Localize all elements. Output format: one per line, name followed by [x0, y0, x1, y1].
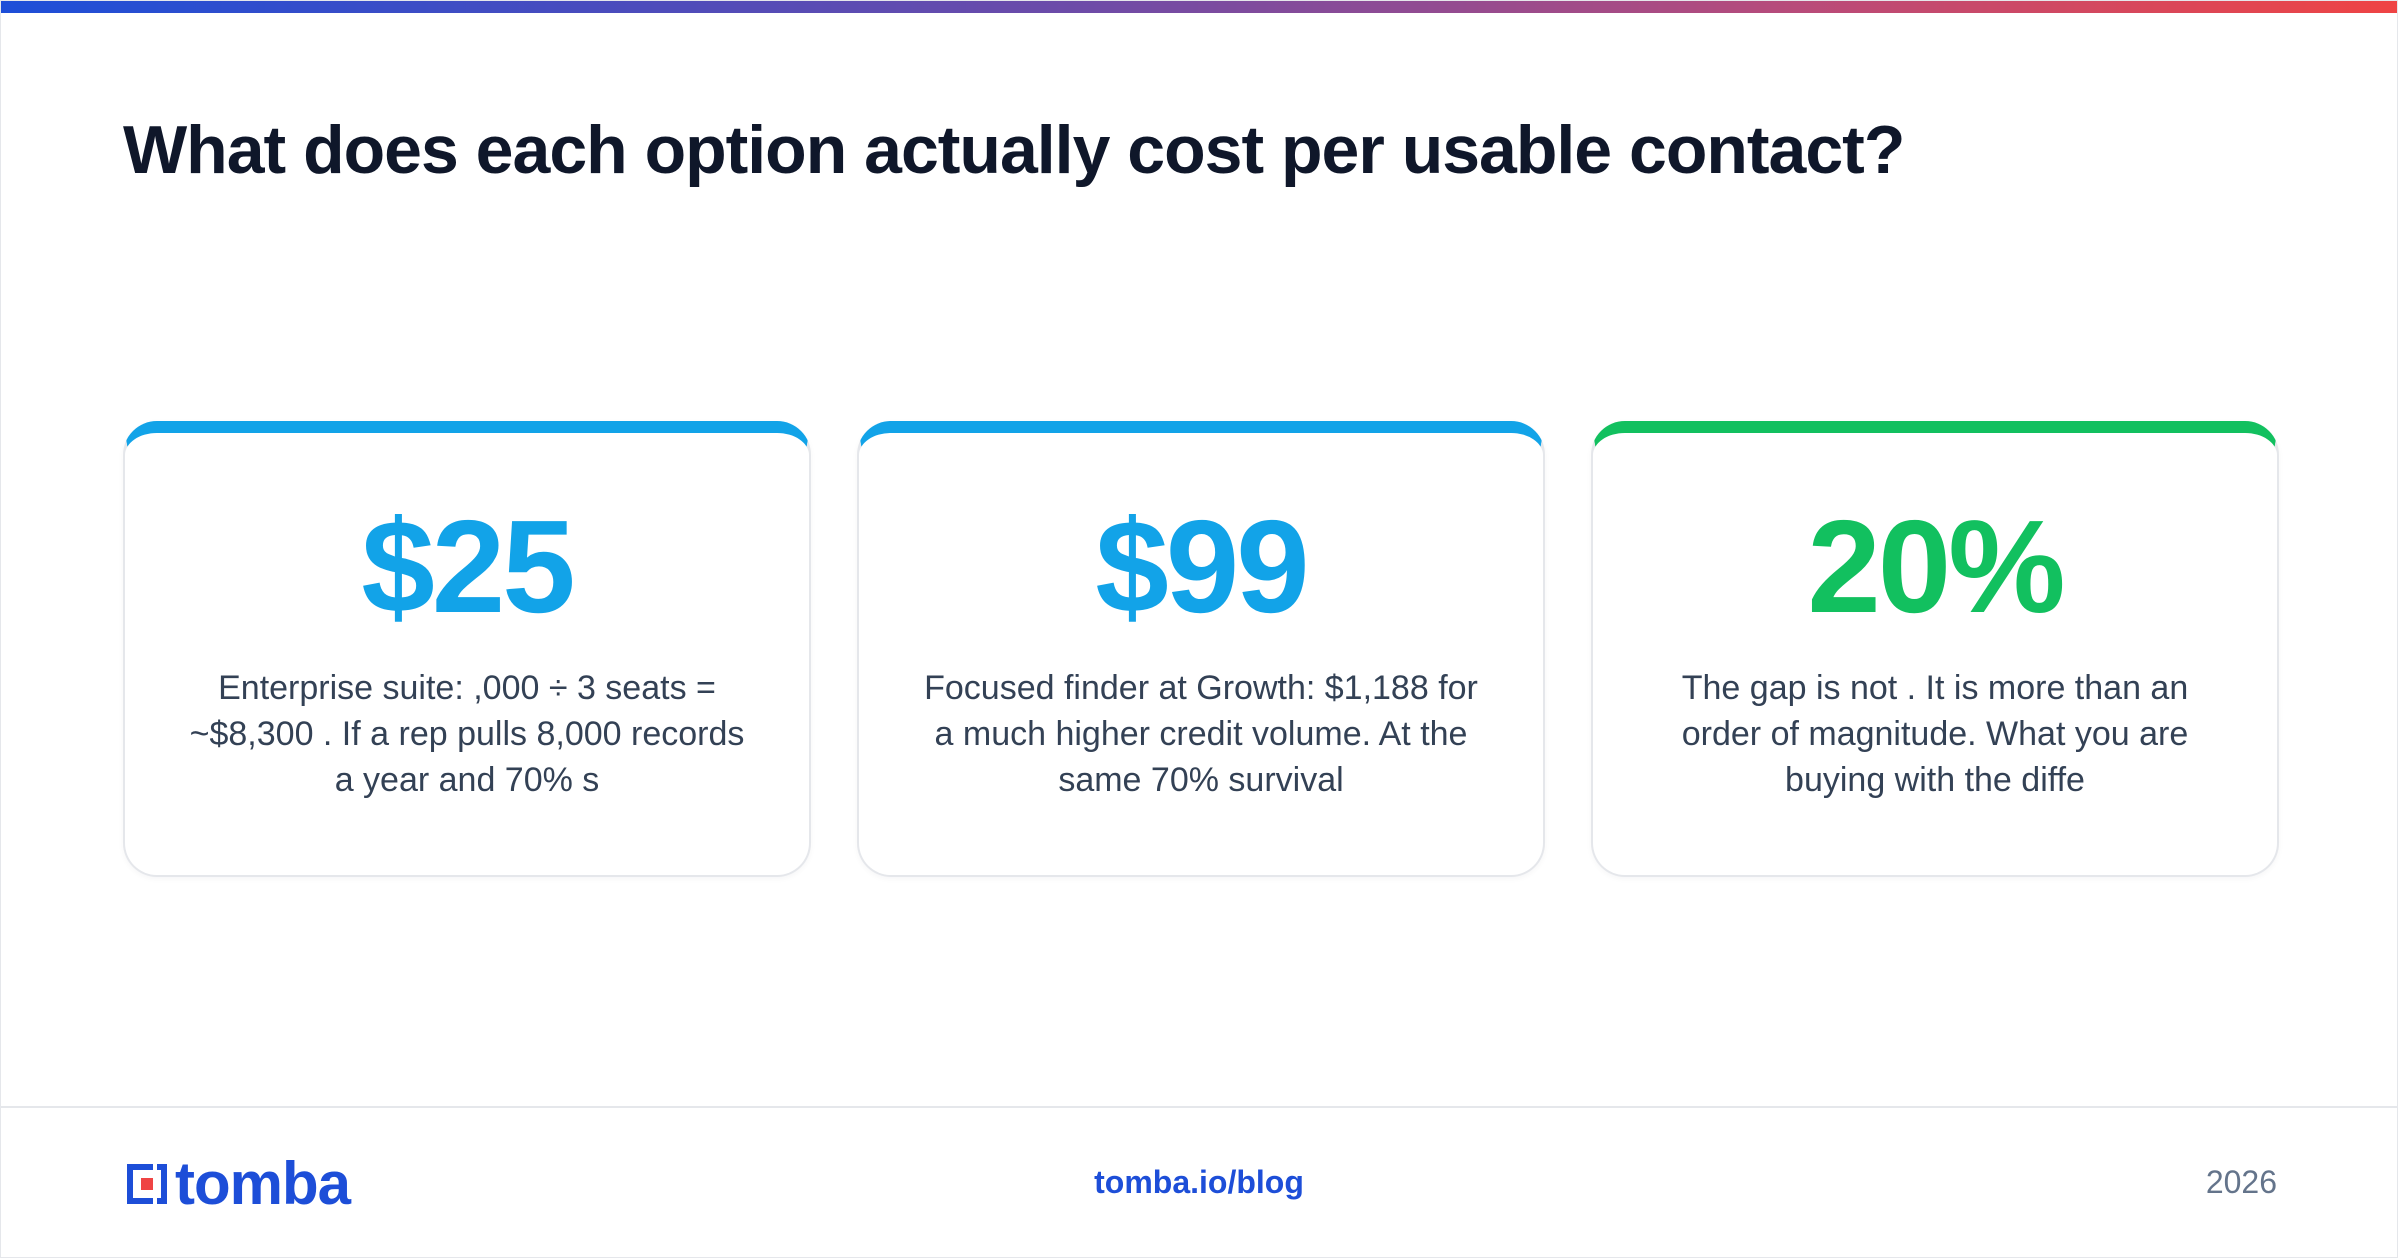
page-title: What does each option actually cost per …	[123, 112, 1905, 188]
logo-text: tomba	[175, 1150, 351, 1217]
stat-value: $25	[361, 493, 575, 640]
stat-cards: $25 Enterprise suite: ,000 ÷ 3 seats = ~…	[123, 421, 2279, 877]
stat-card-focused-finder: $99 Focused finder at Growth: $1,188 for…	[857, 421, 1545, 877]
blog-link[interactable]: tomba.io/blog	[1094, 1164, 1304, 1200]
stat-description: Enterprise suite: ,000 ÷ 3 seats = ~$8,3…	[189, 669, 745, 799]
footer-year: 2026	[2205, 1164, 2277, 1200]
stat-description: The gap is not . It is more than an orde…	[1681, 669, 2189, 799]
stat-value: 20%	[1807, 493, 2065, 640]
stat-card-enterprise: $25 Enterprise suite: ,000 ÷ 3 seats = ~…	[123, 421, 811, 877]
top-gradient-bar	[1, 1, 2397, 13]
stat-value: $99	[1095, 493, 1309, 640]
footer-divider	[1, 1106, 2397, 1108]
tomba-logo[interactable]: tomba	[123, 1150, 351, 1217]
tomba-logo-icon	[123, 1160, 171, 1208]
stat-card-gap: 20% The gap is not . It is more than an …	[1591, 421, 2279, 877]
stat-description: Focused finder at Growth: $1,188 for a m…	[924, 669, 1478, 799]
